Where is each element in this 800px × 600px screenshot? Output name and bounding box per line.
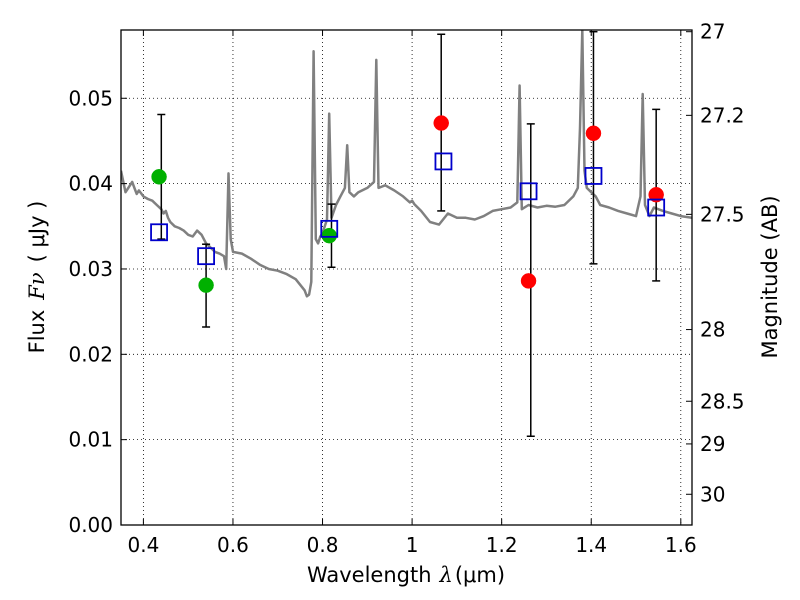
y-tick-label: 0.04 bbox=[68, 172, 113, 196]
data-point-circle bbox=[648, 186, 664, 203]
y-tick-label: 0.05 bbox=[68, 86, 113, 110]
data-point-square bbox=[434, 152, 453, 171]
magnitude-tick-label: 27.5 bbox=[700, 202, 745, 226]
magnitude-tick-label: 28.5 bbox=[700, 389, 745, 413]
y2-axis-label: Magnitude (AB) bbox=[758, 195, 782, 358]
spectrum-line bbox=[121, 30, 692, 298]
x-tick-label: 1.6 bbox=[665, 533, 697, 557]
x-tick-label: 0.4 bbox=[127, 533, 159, 557]
data-point-square bbox=[647, 198, 666, 217]
x-axis-label: Wavelength λ(μm) bbox=[307, 563, 505, 587]
magnitude-tick-label: 29 bbox=[700, 432, 725, 456]
data-point-square bbox=[150, 223, 168, 242]
axis-ticks: 0.4 0.6 0.8 1 1.2 1.4 1.6 0.00 0.01 0.02 0.03 0.04 0… bbox=[68, 20, 744, 557]
data-point-square bbox=[320, 219, 339, 238]
y-tick-label: 0.02 bbox=[68, 342, 113, 366]
spectrum-layer bbox=[121, 30, 692, 298]
data-point-circle bbox=[520, 273, 537, 289]
x-tick-label: 0.8 bbox=[307, 533, 339, 557]
error-bars bbox=[157, 30, 661, 437]
data-point-circle bbox=[321, 227, 337, 244]
data-point-circle bbox=[585, 125, 602, 142]
x-tick-label: 0.6 bbox=[217, 533, 249, 557]
y-tick-label: 0.01 bbox=[68, 428, 113, 452]
magnitude-tick-label: 30 bbox=[700, 482, 725, 506]
data-point-circle bbox=[151, 169, 167, 185]
magnitude-tick-label: 27.2 bbox=[700, 103, 745, 127]
data-point-square bbox=[584, 167, 603, 185]
markers bbox=[150, 115, 666, 293]
grid bbox=[121, 30, 692, 526]
magnitude-tick-label: 27 bbox=[700, 20, 725, 44]
data-point-circle bbox=[198, 277, 214, 293]
plot-frame bbox=[120, 29, 693, 526]
y-tick-label: 0.03 bbox=[68, 257, 113, 281]
y-axis-label: FluxFν( μJy ) bbox=[25, 201, 49, 354]
y-tick-label: 0.00 bbox=[68, 513, 113, 537]
data-point-circle bbox=[433, 115, 449, 131]
data-point-square bbox=[519, 182, 538, 201]
x-tick-label: 1.4 bbox=[575, 533, 607, 557]
data-point-square bbox=[197, 247, 215, 266]
magnitude-tick-label: 28 bbox=[700, 318, 725, 342]
x-tick-label: 1.2 bbox=[486, 533, 518, 557]
x-tick-label: 1 bbox=[406, 533, 419, 557]
